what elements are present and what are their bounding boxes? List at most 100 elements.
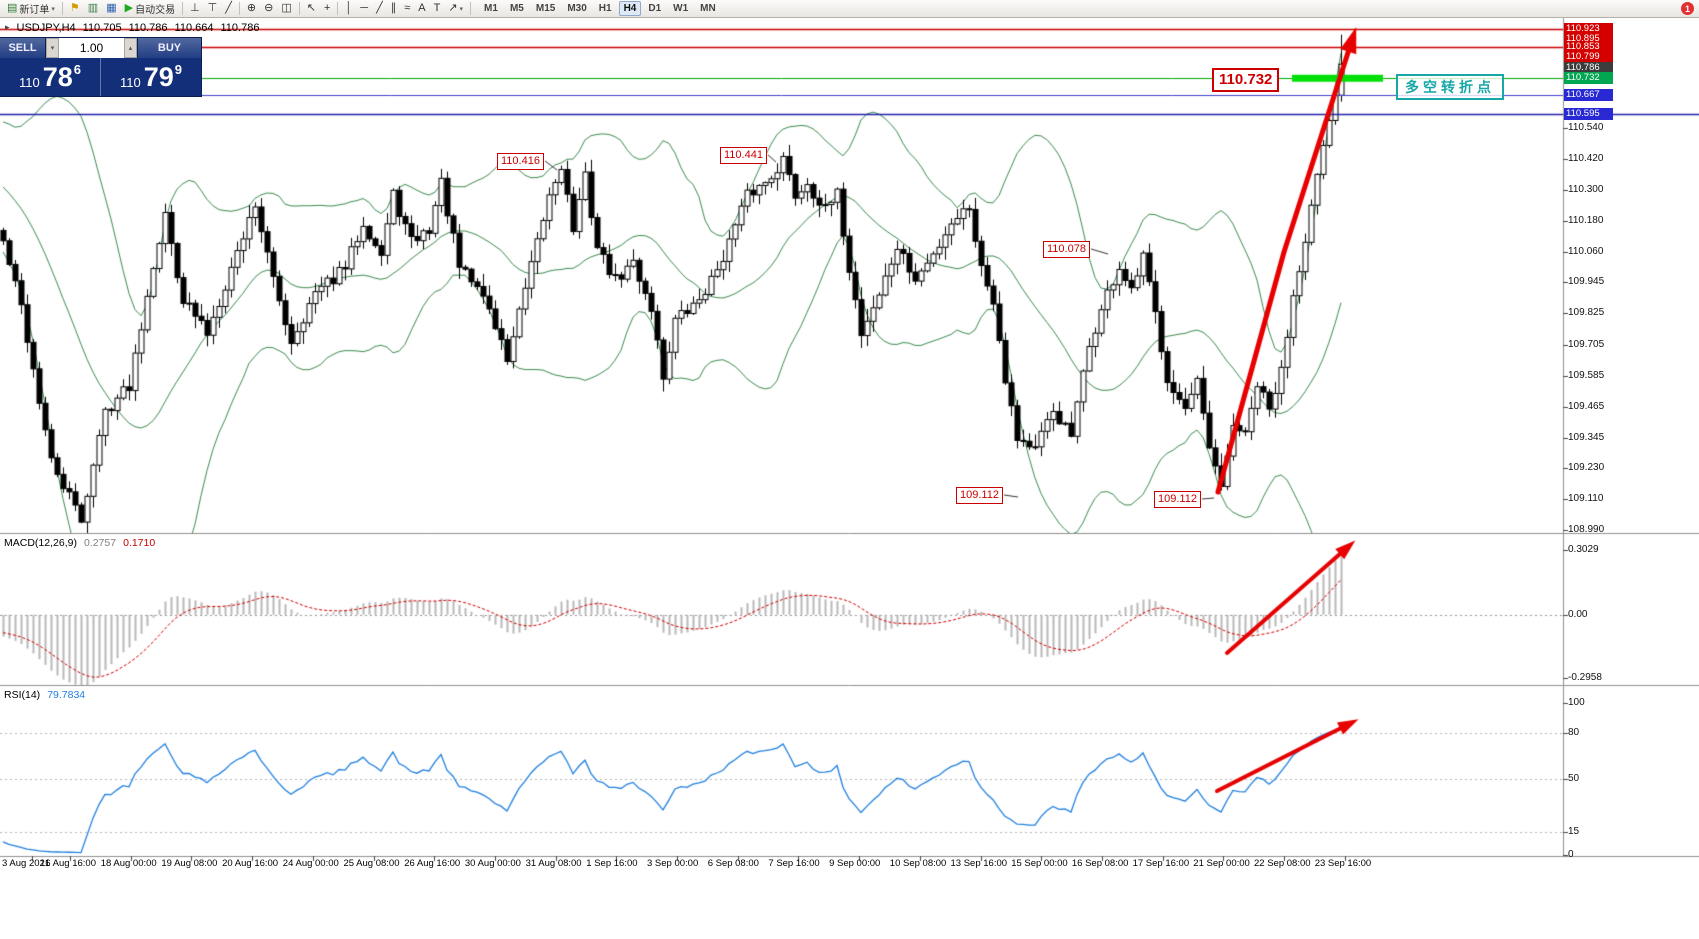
chart-ohlc-header: ▸ USDJPY,H4 110.705 110.786 110.664 110.… (5, 22, 259, 34)
time-label: 7 Sep 16:00 (768, 858, 820, 869)
zoom-out-button[interactable]: ⊖ (260, 0, 277, 18)
timeframe-h4[interactable]: H4 (618, 1, 642, 16)
price-annotation[interactable]: 110.732 (1212, 68, 1280, 92)
timeframe-m30[interactable]: M30 (567, 3, 587, 14)
cursor-tool-button[interactable]: ↖ (303, 0, 320, 18)
price-tick: 110.180 (1568, 215, 1604, 227)
timeframe-m15[interactable]: M15 (535, 3, 556, 14)
autotrading-button[interactable]: ▶ 自动交易 (121, 0, 179, 18)
time-label: 21 Sep 00:00 (1193, 858, 1250, 869)
profiles-icon: ▥ (87, 2, 99, 14)
time-label: 20 Aug 16:00 (222, 858, 279, 869)
alerts-button[interactable]: ⚑ (66, 0, 84, 18)
draw-hline-button[interactable]: ─ (356, 0, 372, 18)
sell-price-pip: 6 (73, 61, 81, 77)
toolbar-buttons: ▤ 新订单 ▾ ⚑ ▥ ▦ ▶ 自动交易 ⊥ ⊤ ╱ ⊕ ⊖ ◫ ↖ + │ ─ ╱ ∥ ≈ A T ↗ ▾ (3, 0, 474, 18)
one-click-trading-panel: SELL ▾ ▴ BUY 110 78 6 110 79 9 (0, 38, 201, 96)
draw-channel-icon: ∥ (390, 2, 397, 14)
sell-price-base: 110 (18, 75, 40, 90)
horizontal-line-tool-icon: ⊤ (207, 2, 218, 14)
volume-decrease-button[interactable]: ▾ (46, 38, 59, 58)
price-tick: 110.420 (1568, 153, 1604, 165)
alerts-icon: ⚑ (69, 2, 80, 14)
price-tag: 110.799 (1564, 50, 1613, 63)
sell-price[interactable]: 110 78 6 (0, 58, 100, 96)
vertical-line-tool-button[interactable]: ⊥ (186, 0, 204, 18)
toolbar-separator (298, 2, 300, 15)
time-label: 25 Aug 08:00 (343, 858, 400, 869)
draw-vline-button[interactable]: │ (341, 0, 356, 18)
price-annotation[interactable]: 110.416 (497, 153, 544, 170)
timeframe-m1[interactable]: M1 (484, 3, 498, 14)
draw-arrows-button[interactable]: ↗ ▾ (444, 0, 467, 18)
price-annotation[interactable]: 109.112 (1154, 491, 1201, 508)
cycle-lines-tool-button[interactable]: ╱ (221, 0, 236, 18)
price-annotation[interactable]: 109.112 (956, 487, 1003, 504)
cursor-tool-icon: ↖ (306, 2, 316, 14)
macd-name: MACD(12,26,9) (4, 537, 77, 549)
time-label: 26 Aug 16:00 (404, 858, 461, 869)
price-tag: 110.595 (1564, 107, 1613, 120)
crosshair-tool-icon: + (323, 2, 331, 14)
draw-fibonacci-icon: ≈ (404, 2, 411, 14)
rsi-name: RSI(14) (4, 689, 41, 701)
draw-trendline-button[interactable]: ╱ (372, 0, 387, 18)
profiles-button[interactable]: ▥ (84, 0, 102, 18)
draw-vline-icon: │ (345, 2, 353, 14)
time-label: 3 Sep 00:00 (647, 858, 699, 869)
charts-button[interactable]: ▦ (102, 0, 120, 18)
draw-fibonacci-button[interactable]: ≈ (400, 0, 414, 18)
buy-button[interactable]: BUY (137, 38, 201, 58)
macd-axis-tick: 0.3029 (1568, 544, 1599, 555)
price-tag: 110.853 (1564, 40, 1613, 53)
macd-signal-value: 0.1710 (123, 537, 156, 549)
timeframe-w1[interactable]: W1 (673, 3, 689, 14)
timeframe-m5[interactable]: M5 (509, 3, 524, 14)
time-label: 13 Sep 16:00 (950, 858, 1008, 869)
turning-point-note[interactable]: 多空转折点 (1396, 74, 1504, 100)
buy-price[interactable]: 110 79 9 (100, 58, 201, 96)
draw-channel-button[interactable]: ∥ (387, 0, 401, 18)
charts-icon: ▦ (106, 2, 117, 14)
rsi-indicator-label: RSI(14) 79.7834 (4, 689, 85, 701)
timeframe-mn[interactable]: MN (700, 3, 716, 14)
zoom-in-button[interactable]: ⊕ (243, 0, 260, 18)
zoom-in-icon: ⊕ (246, 2, 257, 14)
toolbar-separator (182, 2, 184, 15)
draw-trendline-icon: ╱ (376, 2, 383, 14)
new-order-button[interactable]: ▤ 新订单 ▾ (3, 0, 59, 18)
price-tag: 110.667 (1564, 89, 1613, 102)
draw-text-button[interactable]: A (414, 0, 429, 18)
price-tick: 109.825 (1568, 307, 1605, 319)
zoom-out-icon: ⊖ (264, 2, 274, 14)
timeframe-d1[interactable]: D1 (648, 3, 662, 14)
draw-label-button[interactable]: T (430, 0, 445, 18)
price-annotation[interactable]: 110.078 (1043, 241, 1090, 258)
time-label: 19 Aug 08:00 (161, 858, 218, 869)
price-tick: 110.540 (1568, 122, 1604, 133)
price-tick: 108.990 (1568, 524, 1605, 535)
volume-input[interactable] (59, 38, 124, 58)
new-order-label: 新订单 (19, 5, 50, 16)
buy-price-pip: 9 (174, 61, 182, 77)
timeframe-h1[interactable]: H1 (598, 3, 612, 14)
price-tick: 109.345 (1568, 431, 1605, 443)
ohlc-high: 110.786 (128, 22, 168, 34)
rsi-axis-tick: 15 (1568, 826, 1580, 838)
toolbar-separator (61, 2, 63, 15)
tile-windows-button[interactable]: ◫ (277, 0, 295, 18)
crosshair-tool-button[interactable]: + (320, 0, 334, 18)
volume-increase-button[interactable]: ▴ (124, 38, 137, 58)
autotrading-label: 自动交易 (135, 5, 176, 16)
horizontal-line-tool-button[interactable]: ⊤ (204, 0, 222, 18)
time-label: 1 Sep 16:00 (586, 858, 638, 869)
main-toolbar: ▤ 新订单 ▾ ⚑ ▥ ▦ ▶ 自动交易 ⊥ ⊤ ╱ ⊕ ⊖ ◫ ↖ + │ ─ ╱ ∥ ≈ A T ↗ ▾ M1 M5 M15 M3… (0, 0, 1699, 18)
notification-badge[interactable]: 1 (1681, 2, 1694, 15)
price-tag: 110.732 (1564, 72, 1613, 85)
price-annotation[interactable]: 110.441 (720, 147, 767, 164)
draw-hline-icon: ─ (360, 2, 369, 14)
sell-button[interactable]: SELL (0, 38, 46, 58)
price-tick: 110.060 (1568, 246, 1604, 258)
rsi-axis-tick: 50 (1568, 773, 1580, 784)
